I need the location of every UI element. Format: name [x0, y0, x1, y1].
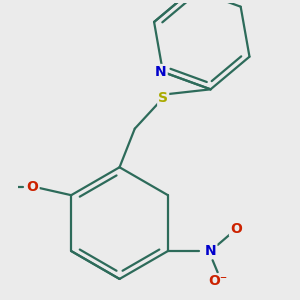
Text: O: O	[27, 180, 38, 194]
Text: N: N	[155, 65, 167, 79]
Text: S: S	[158, 91, 168, 105]
Text: O: O	[230, 222, 242, 236]
Text: O⁻: O⁻	[208, 274, 227, 289]
Text: N: N	[205, 244, 216, 258]
